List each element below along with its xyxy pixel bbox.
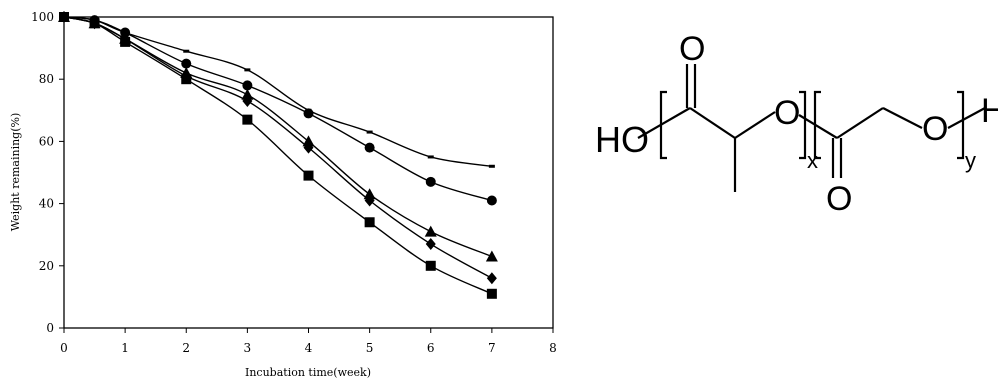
data-point-square — [181, 74, 192, 85]
data-point-triangle — [363, 188, 376, 200]
data-point-circle — [242, 80, 253, 91]
x-tick-label: 5 — [366, 341, 374, 355]
chart-svg: 0 1 2 3 4 5 6 7 8 0 20 40 60 80 100 Incubation time(w… — [9, 10, 557, 379]
subscript-x: x — [807, 148, 818, 173]
ester-oxygen-1: O — [774, 94, 800, 132]
data-point-square — [303, 170, 314, 181]
y-tick-label: 60 — [39, 134, 54, 148]
weight-remaining-chart: 0 1 2 3 4 5 6 7 8 0 20 40 60 80 100 Incubation time(w… — [9, 10, 557, 379]
y-axis-label: Weight remaining(%) — [9, 113, 22, 232]
data-point-circle — [181, 58, 192, 69]
x-tick-label: 7 — [488, 341, 496, 355]
data-point-dash — [488, 164, 495, 168]
data-point-square — [425, 260, 436, 271]
data-point-square — [59, 12, 69, 22]
series-line — [63, 16, 493, 258]
x-axis-label: Incubation time(week) — [245, 366, 371, 379]
y-axis-ticks: 0 20 40 60 80 100 — [31, 10, 64, 335]
x-tick-label: 6 — [427, 341, 435, 355]
series-square — [59, 12, 497, 299]
data-point-dash — [427, 155, 434, 159]
data-point-circle — [364, 142, 375, 153]
carbonyl-oxygen-1: O — [679, 30, 705, 68]
y-tick-label: 20 — [39, 259, 54, 273]
y-tick-label: 40 — [39, 197, 54, 211]
x-tick-label: 0 — [60, 341, 68, 355]
data-point-square — [364, 217, 375, 228]
data-point-diamond — [486, 272, 497, 285]
x-tick-label: 8 — [549, 341, 557, 355]
y-tick-label: 100 — [31, 10, 54, 24]
data-point-triangle — [241, 88, 254, 100]
series-triangle — [58, 11, 498, 262]
data-point-diamond — [364, 194, 375, 207]
data-point-dash — [183, 49, 190, 53]
data-point-dash — [366, 130, 373, 134]
data-point-dash — [244, 68, 251, 72]
x-tick-label: 4 — [305, 341, 313, 355]
x-tick-label: 3 — [244, 341, 252, 355]
data-point-circle — [120, 27, 131, 38]
series-layer — [58, 11, 498, 299]
data-point-diamond — [303, 141, 314, 154]
data-point-square — [89, 18, 100, 29]
terminal-hydrogen: H — [981, 92, 998, 130]
plga-structure-svg: HO O O x O O y H — [595, 30, 998, 218]
carbonyl-oxygen-2: O — [826, 180, 852, 218]
data-point-triangle — [302, 135, 315, 147]
x-tick-label: 1 — [121, 341, 129, 355]
hydroxyl-label: HO — [595, 119, 649, 160]
data-point-triangle — [424, 225, 437, 237]
data-point-diamond — [425, 238, 436, 251]
data-point-triangle — [485, 250, 498, 262]
data-point-circle — [303, 108, 314, 119]
data-point-diamond — [242, 94, 253, 107]
data-point-square — [486, 288, 497, 299]
x-axis-ticks: 0 1 2 3 4 5 6 7 8 — [60, 328, 557, 355]
y-tick-label: 80 — [39, 72, 54, 86]
x-tick-label: 2 — [182, 341, 190, 355]
data-point-square — [242, 114, 253, 125]
plga-structure: HO O O x O O y H — [585, 0, 998, 380]
subscript-y: y — [965, 148, 976, 173]
data-point-square — [120, 36, 131, 47]
data-point-circle — [486, 195, 497, 206]
ester-oxygen-2: O — [922, 110, 948, 148]
data-point-circle — [425, 176, 436, 187]
y-tick-label: 0 — [46, 321, 54, 335]
